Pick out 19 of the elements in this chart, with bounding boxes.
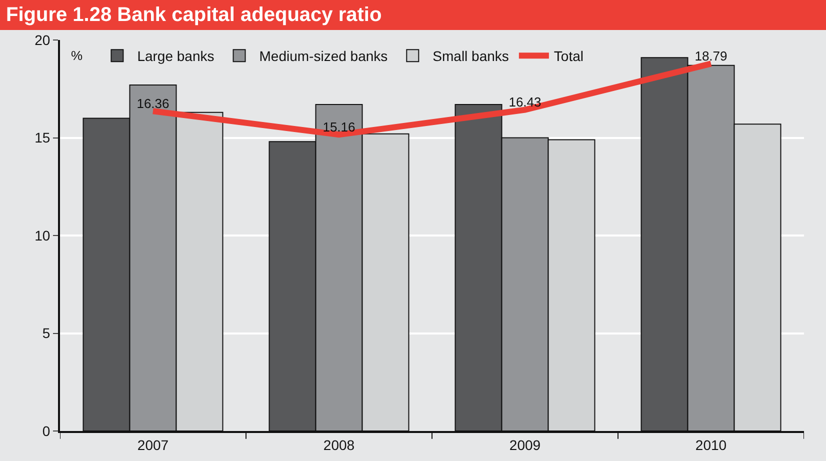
- data-label: 16.43: [508, 94, 542, 110]
- x-tick-label: 2010: [695, 436, 727, 453]
- chart-title: Figure 1.28 Bank capital adequacy ratio: [0, 0, 826, 30]
- y-tick-label: 10: [34, 227, 50, 244]
- x-tick-label: 2009: [509, 436, 541, 453]
- y-axis-title: %: [71, 48, 83, 63]
- y-tick-label: 15: [34, 130, 50, 146]
- data-label: 16.36: [136, 96, 170, 111]
- y-tick-label: 0: [42, 422, 50, 439]
- data-label: 18.79: [694, 48, 728, 64]
- data-label: 15.16: [322, 119, 356, 134]
- y-tick-label: 5: [42, 325, 50, 342]
- y-tick-label: 20: [34, 32, 50, 48]
- legend-label: Large banks: [137, 48, 214, 64]
- x-tick-label: 2008: [323, 436, 355, 453]
- legend-label: Small banks: [432, 48, 509, 64]
- x-tick-label: 2007: [137, 436, 169, 453]
- legend-label: Total: [554, 48, 584, 64]
- legend-label: Medium-sized banks: [259, 48, 388, 64]
